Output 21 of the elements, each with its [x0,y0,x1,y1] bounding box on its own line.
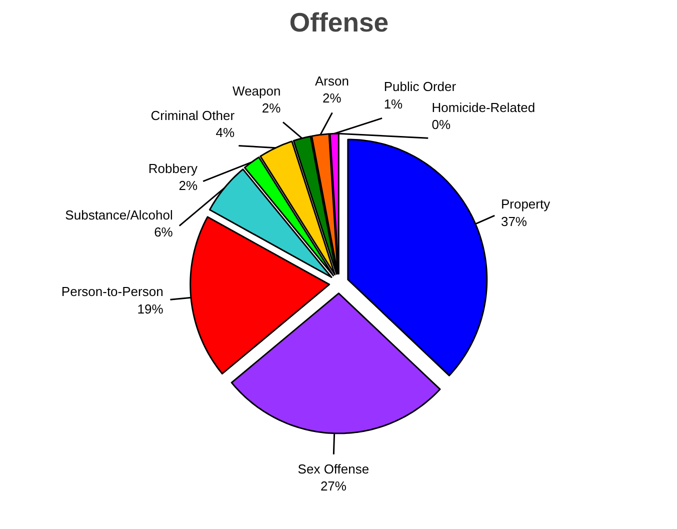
category-label: Homicide-Related [432,100,536,115]
chart-title: Offense [289,8,389,38]
slice-label: Substance/Alcohol [65,207,173,222]
text: 0% [432,117,451,132]
slice-label: Sex Offense [298,461,370,476]
slice-label: Property [500,196,551,212]
data-label: 6% [154,224,174,240]
slice-label: Public Order [384,79,457,94]
data-label: 19% [137,301,164,316]
slice-label: Robbery [148,160,198,176]
data-label: 1% [384,96,404,112]
data-label: 4% [216,125,235,140]
slice-label: Person-to-Person [61,284,164,300]
data-label: 2% [322,90,342,106]
data-label: 37% [500,214,528,229]
slice-label: Arson [314,73,349,88]
data-label: 2% [178,178,198,194]
slice-label: Weapon [232,83,281,98]
data-label: 2% [262,100,282,116]
slice-label: Criminal Other [150,108,236,123]
data-label: 27% [320,478,347,494]
